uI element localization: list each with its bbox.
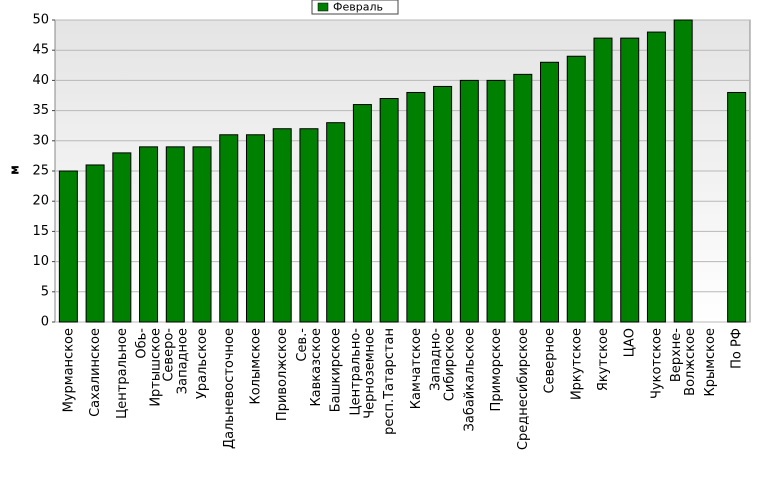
bar [165,146,185,323]
x-tick-label: Колымское [248,328,263,405]
legend: Февраль [311,0,399,15]
x-tick-label: Центральное [114,328,129,419]
x-tick-label: Якутское [595,328,610,391]
bar [245,134,265,323]
bar [326,122,346,323]
x-tick-label: Западно-Сибирское [428,328,457,402]
bar [352,104,372,323]
x-tick-label: Верхне-Волжское [669,328,698,396]
y-tick-label: 10 [32,254,49,269]
x-tick-label: Приволжское [275,328,290,421]
x-tick-label: Камчатское [408,328,423,409]
y-axis-label: м [8,165,22,175]
bar [112,152,132,323]
x-tick-label: Крымское [702,328,717,397]
y-tick-label: 0 [41,315,49,330]
bar [58,170,78,323]
bar [219,134,239,323]
bar [646,31,666,323]
bar [673,19,693,323]
bar [299,128,319,323]
bar [566,55,586,323]
bar [727,91,747,323]
x-tick-label: Уральское [195,328,210,399]
x-tick-label: Башкирское [328,328,343,412]
y-tick-label: 25 [32,164,49,179]
y-tick-label: 15 [32,224,49,239]
x-tick-label: Среднесибирское [515,328,530,450]
bar [272,128,292,323]
bar [593,37,613,323]
bar [406,91,426,323]
x-tick-label: Забайкальское [462,328,477,431]
x-tick-label: Чукотское [649,328,664,399]
x-tick-label: Дальневосточное [221,328,236,449]
x-tick-label: Сев.-Кавказское [294,328,323,407]
bar [85,164,105,323]
x-tick-label: Центрально-Черноземное [348,328,377,419]
legend-label: Февраль [333,1,383,14]
legend-swatch [317,2,329,12]
bar [540,61,560,323]
bar [139,146,159,323]
x-tick-label: Приморское [489,328,504,411]
x-tick-label: По РФ [729,328,744,369]
x-tick-label: Мурманское [61,328,76,412]
y-tick-label: 5 [41,284,49,299]
x-tick-label: Сахалинское [88,328,103,417]
y-tick-label: 35 [32,103,49,118]
x-tick-label: Северное [542,328,557,393]
y-tick-label: 20 [32,194,49,209]
legend-box [311,0,399,15]
x-tick-label: ЦАО [622,328,637,357]
bar [620,37,640,323]
bar [513,73,533,323]
bar [486,79,506,323]
bar [459,79,479,323]
y-tick-label: 40 [32,73,49,88]
y-tick-label: 30 [32,133,49,148]
y-tick-label: 50 [32,13,49,28]
bar [192,146,212,323]
x-tick-label: Северо-Западное [161,328,190,395]
bar [433,85,453,323]
bar [379,98,399,323]
x-tick-label: респ.Татарстан [382,328,397,435]
x-tick-label: Иркутское [569,328,584,400]
y-tick-label: 45 [32,43,49,58]
x-tick-label: Обь-Иртышское [134,328,163,407]
